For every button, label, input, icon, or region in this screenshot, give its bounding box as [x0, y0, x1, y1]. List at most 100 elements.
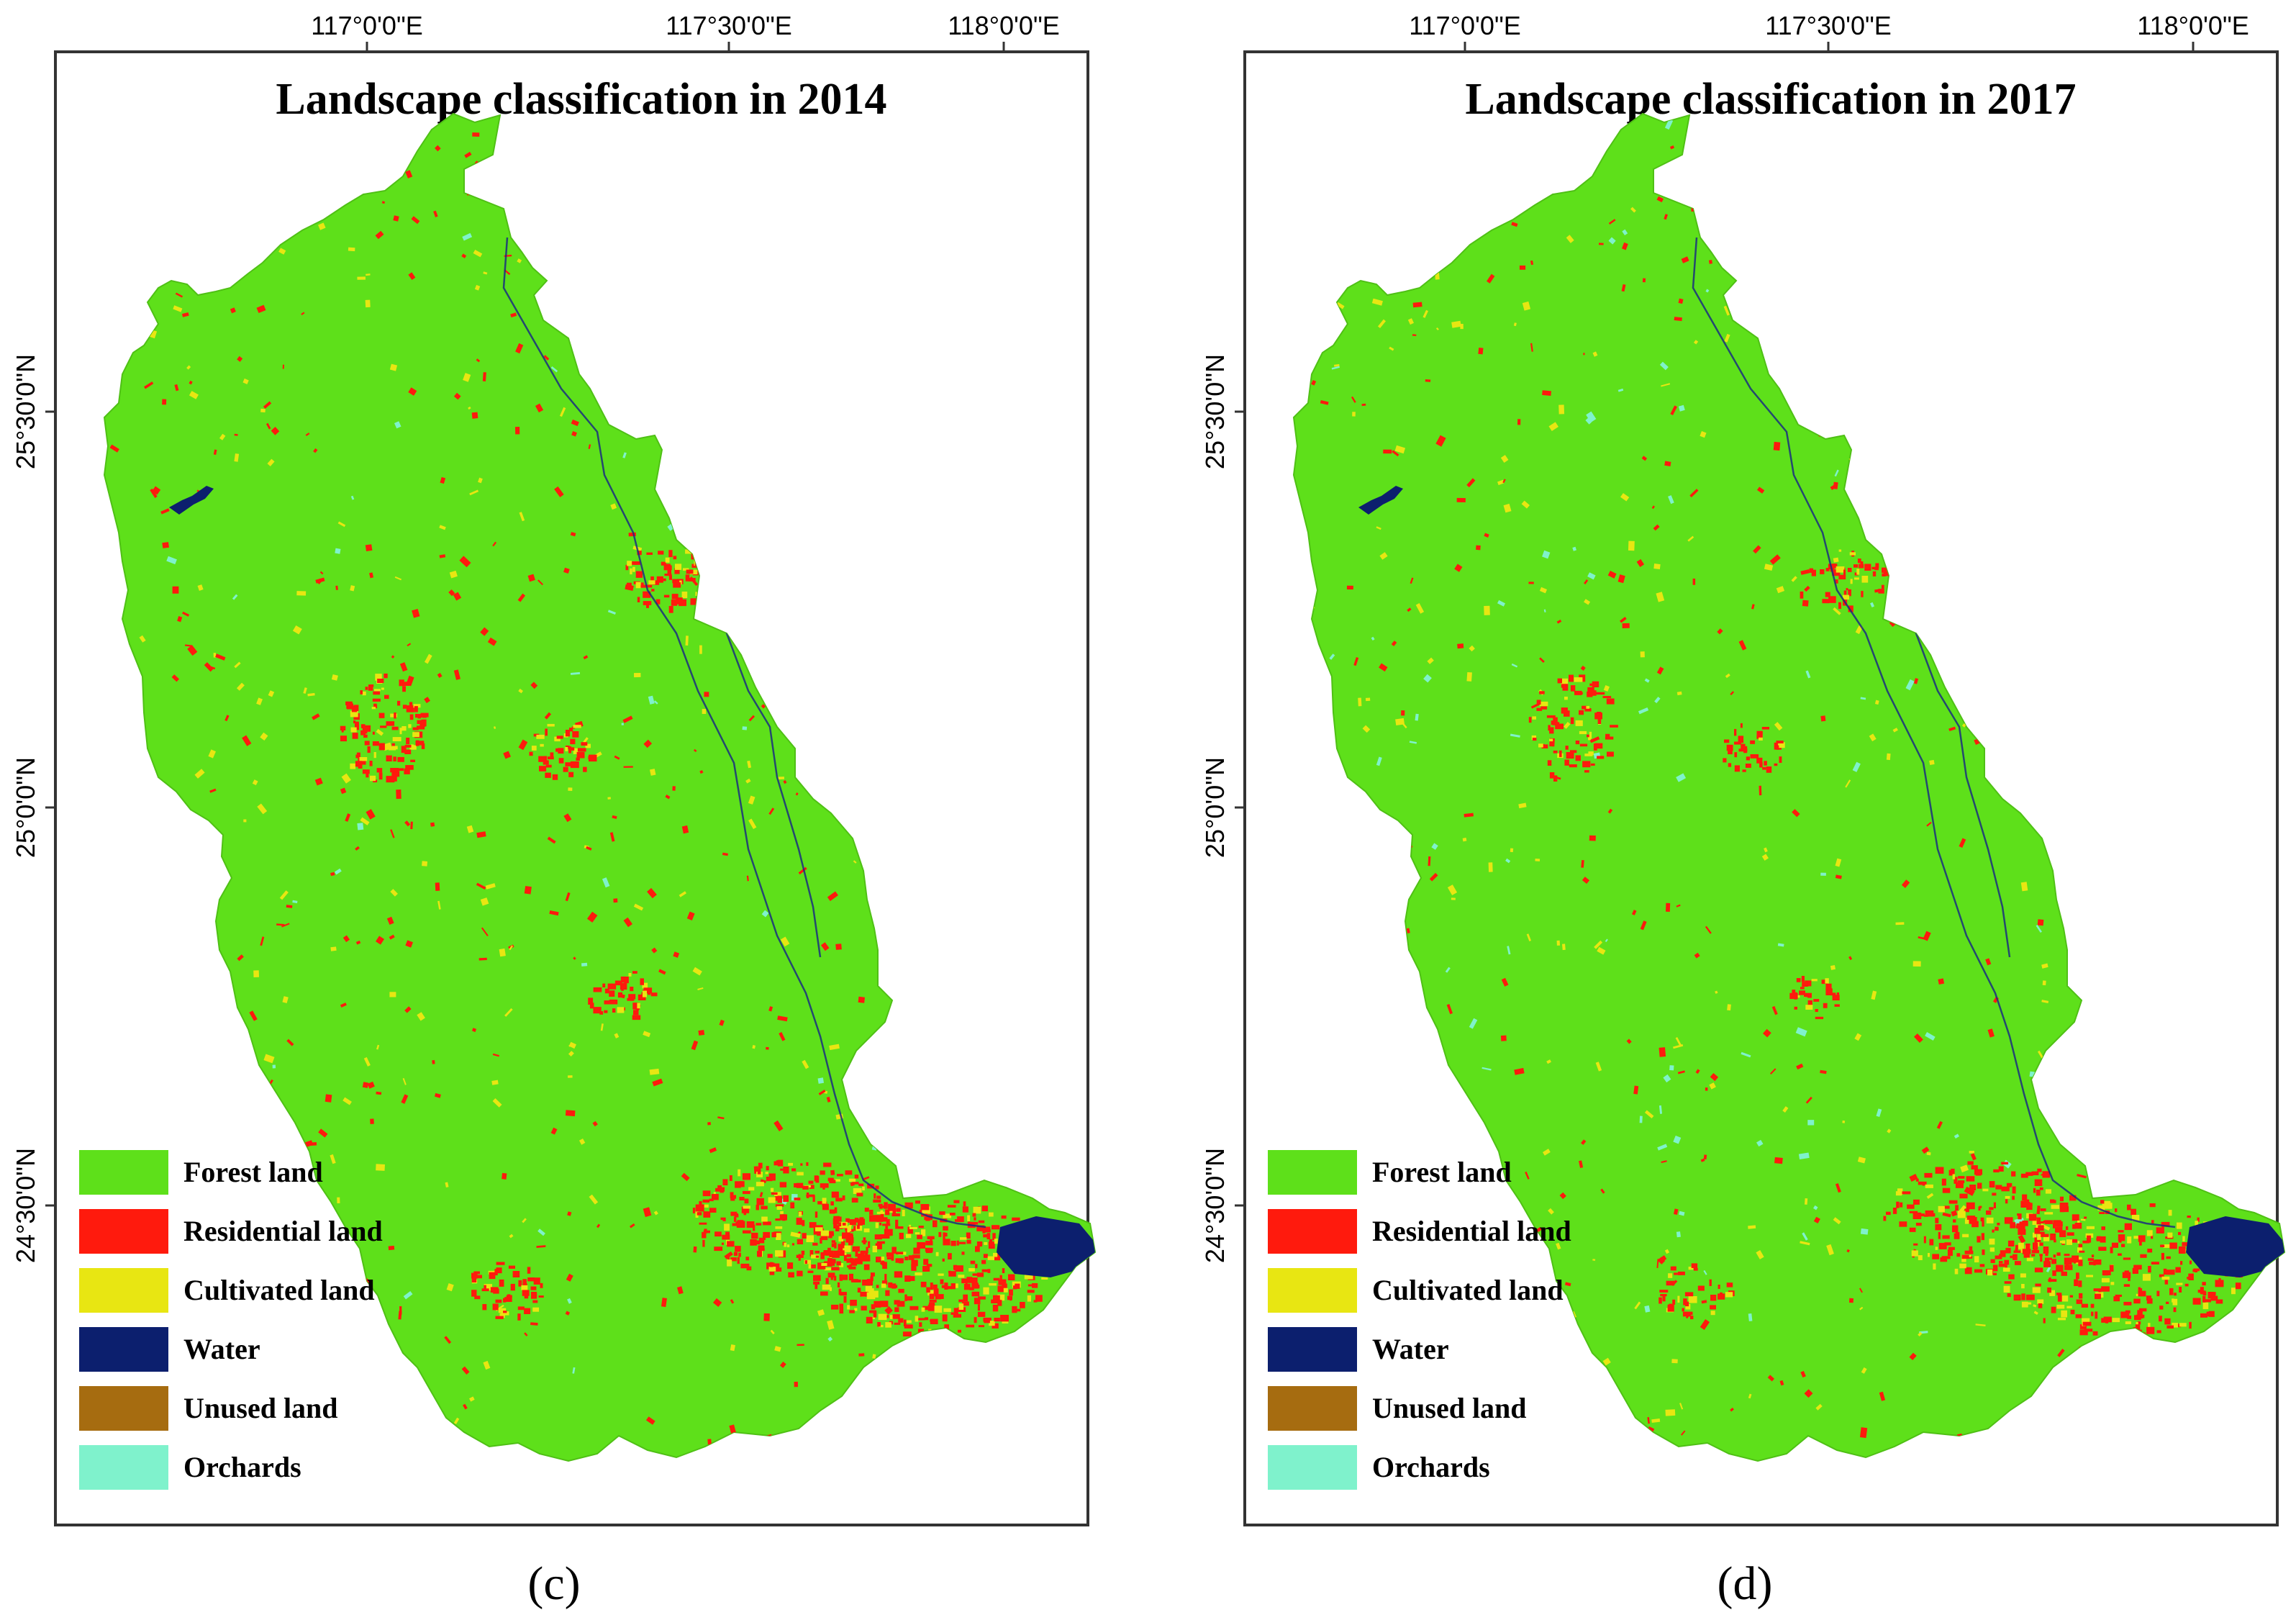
residential-patch [856, 781, 860, 788]
residential-patch [2166, 1270, 2175, 1275]
residential-patch [927, 1304, 935, 1311]
residential-patch [409, 702, 413, 706]
cultivated-patch [702, 709, 707, 714]
orchard-patch [217, 1038, 222, 1042]
residential-patch [340, 787, 347, 795]
cultivated-patch [2109, 777, 2114, 784]
residential-patch [879, 1222, 882, 1226]
residential-patch [1346, 585, 1353, 590]
residential-patch [2137, 1310, 2143, 1316]
residential-patch [858, 1218, 865, 1225]
residential-patch [1993, 1202, 1996, 1208]
residential-patch [2012, 1186, 2016, 1194]
residential-patch [643, 601, 652, 605]
orchard-patch [1639, 1116, 1643, 1123]
cultivated-patch [1407, 318, 1414, 325]
residential-patch [373, 691, 381, 695]
residential-patch [1556, 619, 1562, 624]
residential-patch [2005, 1262, 2007, 1270]
cultivated-patch [874, 1386, 884, 1398]
residential-patch [1314, 168, 1324, 178]
cultivated-patch [2039, 623, 2048, 634]
residential-patch [894, 1271, 903, 1278]
orchard-patch [738, 599, 745, 607]
cultivated-patch [2076, 797, 2082, 800]
residential-patch [771, 1232, 776, 1238]
residential-patch [2133, 1298, 2141, 1304]
residential-patch [852, 1182, 859, 1185]
cultivated-patch [1764, 564, 1774, 571]
residential-patch [2038, 1225, 2044, 1231]
residential-patch [1591, 690, 1597, 696]
residential-patch [1576, 692, 1583, 694]
cultivated-patch [392, 737, 401, 741]
cultivated-patch [1584, 599, 1591, 605]
cultivated-patch [1361, 931, 1366, 934]
cultivated-patch [881, 1257, 885, 1261]
residential-patch [1800, 1370, 1806, 1378]
residential-patch [971, 1277, 978, 1285]
cultivated-patch [909, 1226, 917, 1229]
cultivated-patch [359, 757, 368, 761]
residential-patch [313, 448, 318, 453]
residential-patch [848, 1273, 853, 1281]
residential-patch [766, 1177, 773, 1182]
residential-patch [930, 1319, 935, 1322]
residential-patch [859, 1217, 864, 1221]
cultivated-patch [1933, 1263, 1936, 1270]
cultivated-patch [1989, 1247, 1995, 1252]
residential-patch [1872, 571, 1877, 576]
residential-patch [2205, 1299, 2211, 1303]
cultivated-patch [847, 1305, 850, 1310]
residential-patch [1597, 718, 1602, 724]
residential-patch [565, 730, 571, 737]
cultivated-patch [1700, 431, 1707, 438]
cultivated-patch [824, 1267, 832, 1271]
residential-patch [1641, 456, 1648, 461]
cultivated-patch [802, 1059, 809, 1069]
cultivated-patch [699, 645, 702, 654]
residential-patch [437, 672, 443, 679]
residential-patch [904, 769, 909, 777]
residential-patch [586, 911, 598, 923]
cultivated-patch [1594, 940, 1603, 949]
residential-patch [569, 728, 573, 732]
residential-patch [709, 398, 714, 402]
cultivated-patch [843, 1245, 851, 1252]
residential-patch [681, 1172, 690, 1182]
residential-patch [1848, 605, 1853, 612]
residential-patch [2072, 1224, 2076, 1229]
residential-patch [845, 1170, 853, 1175]
residential-patch [860, 1250, 866, 1254]
residential-patch [852, 1259, 858, 1264]
residential-patch [874, 1234, 882, 1240]
residential-patch [1689, 489, 1699, 498]
orchard-patch [1644, 678, 1650, 683]
residential-patch [2001, 1186, 2010, 1192]
cultivated-patch [1558, 404, 1565, 415]
residential-patch [2188, 1273, 2194, 1280]
residential-patch [109, 540, 118, 548]
cultivated-patch [2084, 811, 2088, 818]
cultivated-patch [854, 1308, 858, 1311]
residential-patch [912, 807, 919, 815]
residential-patch [871, 1272, 875, 1277]
residential-patch [132, 1016, 139, 1023]
cultivated-patch [260, 732, 268, 741]
residential-patch [940, 1332, 945, 1335]
residential-patch [234, 433, 238, 436]
residential-patch [530, 1322, 538, 1326]
residential-patch [1020, 1302, 1025, 1308]
orchard-patch [761, 910, 769, 918]
orchard-patch [1676, 1231, 1681, 1238]
residential-patch [1734, 765, 1740, 772]
residential-patch [1710, 1072, 1719, 1082]
residential-patch [789, 473, 797, 481]
reservoir-water [169, 486, 214, 515]
cultivated-patch [2133, 1236, 2140, 1239]
residential-patch [2105, 781, 2113, 786]
orchard-patch [1756, 1139, 1764, 1147]
longitude-label: 118°0'0"E [2137, 11, 2249, 40]
cultivated-patch [847, 1226, 850, 1233]
residential-patch [1530, 260, 1534, 266]
